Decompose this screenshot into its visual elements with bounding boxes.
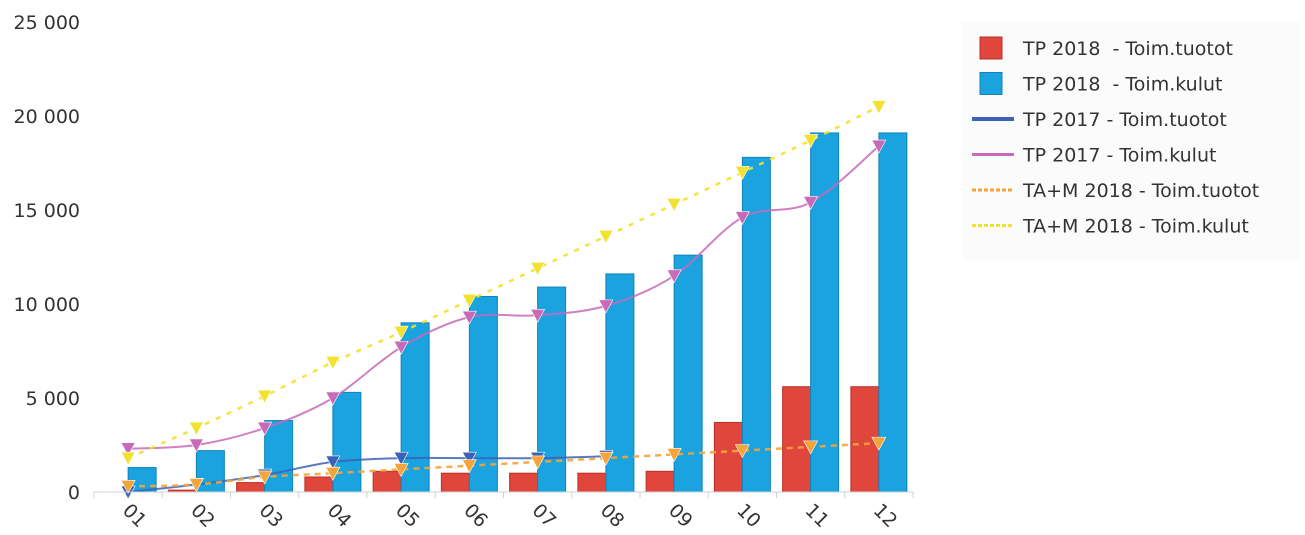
marker-tam2018-kulut bbox=[734, 166, 750, 181]
marker-tp2017-kulut bbox=[530, 308, 546, 323]
y-tick-label: 25 000 bbox=[14, 12, 80, 34]
y-tick-label: 20 000 bbox=[14, 106, 80, 128]
line-tam2018-kulut bbox=[127, 105, 880, 460]
bar-tp2018-kulut bbox=[605, 273, 635, 493]
marker-tp2017-kulut bbox=[120, 442, 136, 457]
marker-tam2018-kulut bbox=[598, 230, 614, 244]
marker-tam2018-kulut bbox=[325, 355, 341, 370]
marker-tp2017-kulut bbox=[803, 196, 819, 211]
x-tick-label: 01 bbox=[118, 499, 151, 532]
legend-label: TA+M 2018 - Toim.kulut bbox=[1022, 216, 1249, 238]
y-tick-label: 5 000 bbox=[26, 388, 80, 410]
legend-label: TP 2017 - Toim.tuotot bbox=[1022, 109, 1227, 131]
marker-tp2017-kulut bbox=[461, 310, 477, 325]
marker-tam2018-tuotot bbox=[734, 444, 750, 459]
marker-tp2017-kulut bbox=[393, 340, 409, 355]
marker-tam2018-tuotot bbox=[666, 448, 682, 463]
x-tick-label: 10 bbox=[732, 499, 765, 532]
legend-background bbox=[962, 22, 1300, 260]
legend-label: TA+M 2018 - Toim.tuotot bbox=[1022, 180, 1259, 202]
y-axis: 0 5 000 10 000 15 000 20 000 25 000 bbox=[14, 12, 80, 504]
marker-tam2018-tuotot bbox=[461, 459, 477, 474]
marker-tp2017-kulut bbox=[666, 269, 682, 284]
bar-tp2018-tuotot bbox=[372, 470, 402, 493]
marker-tam2018-tuotot bbox=[257, 470, 273, 485]
x-tick-label: 11 bbox=[801, 499, 834, 532]
bar-tp2018-tuotot bbox=[782, 386, 812, 493]
legend-label: TP 2018 - Toim.tuotot bbox=[1022, 38, 1233, 60]
marker-tp2017-tuotot bbox=[325, 455, 341, 470]
bar-tp2018-kulut bbox=[332, 391, 362, 493]
bar-tp2018-tuotot bbox=[645, 470, 675, 493]
marker-tam2018-kulut bbox=[120, 451, 136, 466]
line-tp2017-tuotot bbox=[128, 455, 606, 493]
bar-tp2018-tuotot bbox=[509, 472, 539, 493]
marker-tam2018-kulut bbox=[188, 421, 204, 436]
bar-tp2018-kulut bbox=[673, 254, 703, 493]
marker-tam2018-tuotot bbox=[530, 455, 546, 470]
x-tick-label: 02 bbox=[186, 499, 219, 532]
marker-tam2018-tuotot bbox=[598, 451, 614, 466]
bars bbox=[127, 132, 908, 493]
marker-tam2018-kulut bbox=[257, 389, 273, 404]
x-tick-label: 12 bbox=[869, 499, 902, 532]
marker-tp2017-kulut bbox=[325, 391, 341, 406]
marker-tp2017-kulut bbox=[188, 438, 204, 453]
y-tick-label: 10 000 bbox=[14, 294, 80, 316]
marker-tp2017-tuotot bbox=[393, 451, 409, 466]
x-axis: 01 02 03 04 05 06 07 08 09 10 11 12 bbox=[93, 491, 914, 532]
legend-label: TP 2018 - Toim.kulut bbox=[1022, 74, 1223, 96]
x-tick-label: 04 bbox=[323, 499, 356, 532]
x-tick-label: 05 bbox=[391, 499, 424, 532]
y-tick-label: 15 000 bbox=[14, 200, 80, 222]
x-tick-label: 08 bbox=[596, 499, 629, 532]
bar-tp2018-tuotot bbox=[236, 482, 266, 493]
marker-tp2017-kulut bbox=[598, 299, 614, 314]
series-markers bbox=[120, 100, 887, 500]
marker-tam2018-tuotot bbox=[803, 440, 819, 455]
x-tick-label: 09 bbox=[664, 499, 697, 532]
bar-tp2018-kulut bbox=[741, 156, 771, 493]
marker-tam2018-kulut bbox=[871, 100, 887, 115]
x-tick-label: 06 bbox=[459, 499, 492, 532]
legend-swatch bbox=[979, 36, 1003, 60]
bar-tp2018-tuotot bbox=[577, 472, 607, 493]
marker-tam2018-tuotot bbox=[325, 466, 341, 481]
bar-tp2018-tuotot bbox=[304, 476, 334, 493]
bar-tp2018-kulut bbox=[878, 132, 908, 493]
line-tam2018-tuotot bbox=[128, 441, 879, 488]
x-tick-label: 03 bbox=[255, 499, 288, 532]
legend-swatch bbox=[979, 72, 1003, 95]
marker-tp2017-kulut bbox=[734, 211, 750, 226]
marker-tam2018-kulut bbox=[803, 134, 819, 149]
marker-tp2017-kulut bbox=[257, 421, 273, 436]
x-tick-label: 07 bbox=[528, 499, 561, 532]
bar-tp2018-kulut bbox=[195, 450, 225, 493]
marker-tam2018-tuotot bbox=[188, 478, 204, 493]
marker-tp2017-kulut bbox=[871, 139, 887, 154]
legend: TP 2018 - Toim.tuotot TP 2018 - Toim.kulu… bbox=[962, 22, 1300, 260]
marker-tam2018-tuotot bbox=[120, 480, 136, 494]
marker-tam2018-kulut bbox=[666, 198, 682, 212]
y-tick-label: 0 bbox=[68, 482, 80, 504]
bar-tp2018-tuotot bbox=[440, 472, 470, 493]
marker-tam2018-kulut bbox=[393, 325, 409, 340]
legend-label: TP 2017 - Toim.kulut bbox=[1022, 145, 1216, 167]
marker-tam2018-tuotot bbox=[871, 436, 887, 451]
bar-tp2018-kulut bbox=[264, 420, 294, 493]
marker-tam2018-kulut bbox=[530, 261, 546, 276]
marker-tam2018-kulut bbox=[461, 293, 477, 308]
bar-tp2018-tuotot bbox=[713, 421, 743, 493]
marker-tam2018-tuotot bbox=[393, 463, 409, 478]
marker-tp2017-tuotot bbox=[461, 451, 477, 466]
